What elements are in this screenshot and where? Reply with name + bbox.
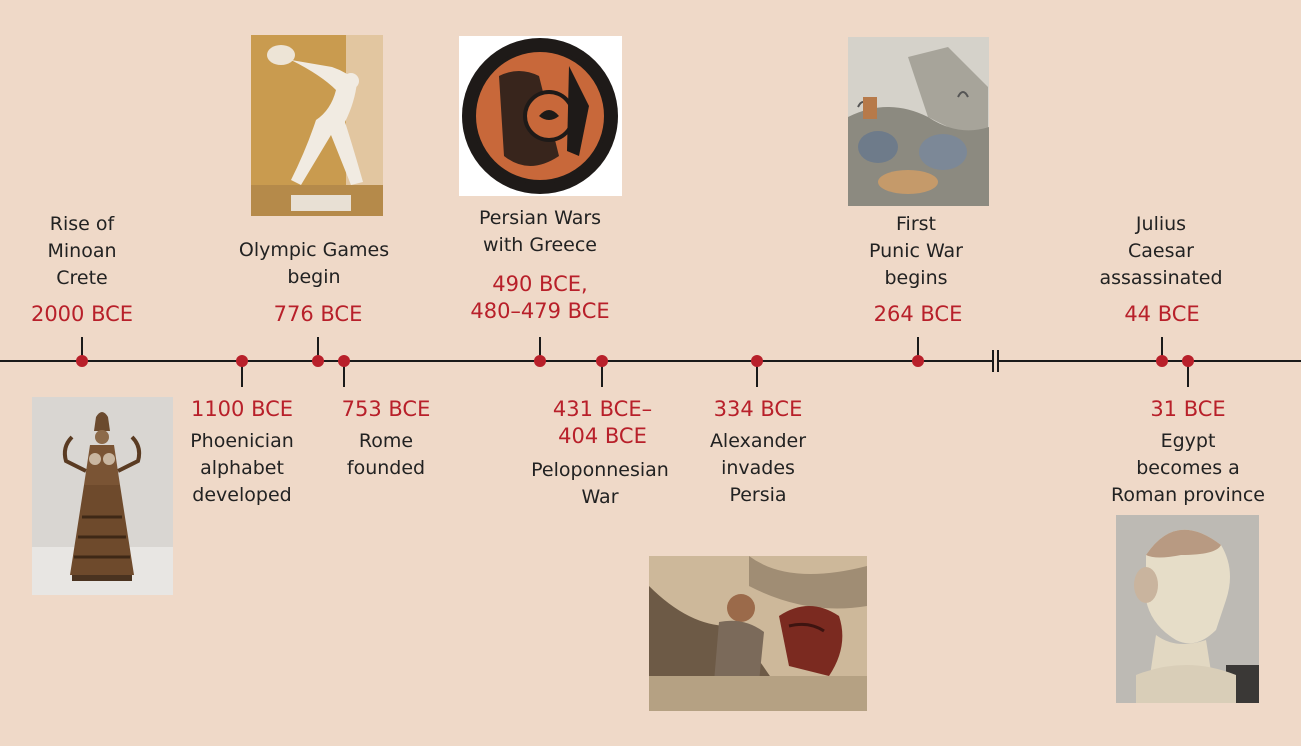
event-label-persian: Persian Wars with Greece [478,207,602,256]
event-date-31bce: 31 BCE [1150,397,1226,421]
tick-490bce [539,337,541,361]
marker-753bce [338,355,350,367]
tick-31bce [1187,363,1189,387]
tick-1100bce [241,363,243,387]
event-label-olympic: Olympic Games begin [238,239,390,288]
event-label-egypt: Egypt becomes a Roman province [1111,430,1265,506]
event-date-334bce: 334 BCE [713,397,803,421]
event-date-44bce: 44 BCE [1124,302,1200,326]
marker-776bce [312,355,324,367]
tick-334bce [756,363,758,387]
event-date-776bce: 776 BCE [273,302,363,326]
punic-war-image [848,37,989,206]
event-label-minoan: Rise of Minoan Crete [47,213,117,289]
cleopatra-bust-image [1116,515,1259,703]
marker-334bce [751,355,763,367]
tick-264bce [917,337,919,361]
event-label-peloponnesian: Peloponnesian War [531,459,669,508]
event-label-phoenician: Phoenician alphabet developed [190,430,294,506]
event-date-753bce: 753 BCE [341,397,431,421]
greek-plate-image [459,36,622,196]
event-date-1100bce: 1100 BCE [190,397,294,421]
marker-2000bce [76,355,88,367]
event-label-caesar: Julius Caesar assassinated [1099,213,1223,289]
alexander-mosaic-image [649,556,867,711]
event-date-2000bce: 2000 BCE [30,302,134,326]
tick-2000bce [81,337,83,361]
timeline-axis [0,360,1301,362]
marker-490bce [534,355,546,367]
tick-44bce [1161,337,1163,361]
event-date-persian: 490 BCE, 480–479 BCE [470,272,610,323]
event-label-punic: First Punic War begins [869,213,963,289]
tick-776bce [317,337,319,361]
event-date-264bce: 264 BCE [873,302,963,326]
tick-753bce [343,363,345,387]
marker-264bce [912,355,924,367]
event-label-alexander: Alexander invades Persia [709,430,807,506]
discobolus-image [251,35,383,216]
event-label-rome: Rome founded [346,430,426,479]
marker-31bce [1182,355,1194,367]
axis-break [992,350,999,372]
event-date-peloponnesian: 431 BCE– 404 BCE [552,397,653,448]
marker-1100bce [236,355,248,367]
marker-431bce [596,355,608,367]
tick-431bce [601,363,603,387]
marker-44bce [1156,355,1168,367]
snake-goddess-image [32,397,173,595]
